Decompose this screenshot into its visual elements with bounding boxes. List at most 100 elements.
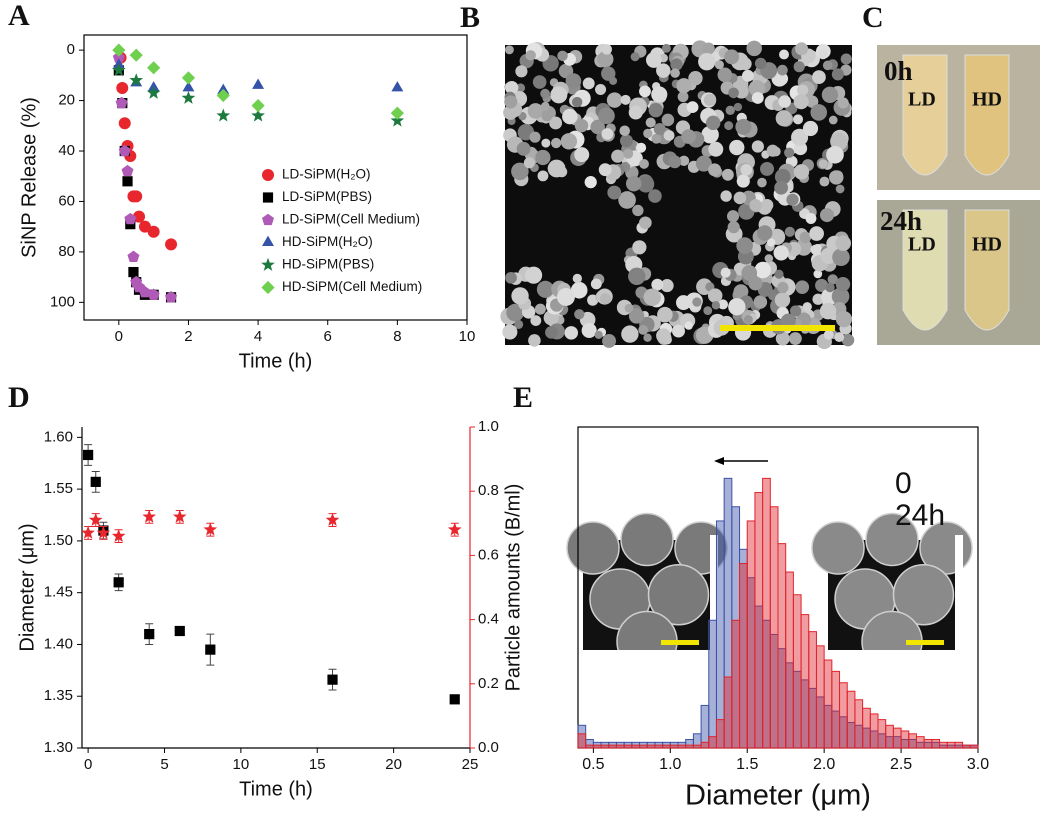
data-point xyxy=(181,90,196,104)
histogram-bar xyxy=(762,477,771,749)
particle xyxy=(835,277,851,292)
photo-label: LD xyxy=(908,234,936,256)
particle xyxy=(810,104,828,121)
legend-label: 24h xyxy=(895,499,945,532)
particle xyxy=(832,248,850,267)
histogram-bar xyxy=(669,744,679,749)
histogram-bar xyxy=(885,724,894,749)
particle xyxy=(724,49,740,65)
inset-mask xyxy=(578,650,718,690)
particle xyxy=(793,164,810,180)
y2-axis-title: Particle amounts (B/ml) xyxy=(502,484,524,692)
particle xyxy=(821,86,839,103)
microsphere xyxy=(647,564,710,626)
microsphere xyxy=(620,512,674,567)
particle xyxy=(643,128,653,139)
particle xyxy=(581,322,597,339)
particle xyxy=(514,319,524,330)
particle xyxy=(572,273,582,284)
data-point xyxy=(174,625,185,637)
particle xyxy=(720,190,732,202)
x-tick-label: 2 xyxy=(184,328,192,345)
histogram-bar xyxy=(754,492,764,749)
particle xyxy=(570,281,588,299)
particle xyxy=(623,148,634,159)
data-point xyxy=(251,108,265,122)
particle xyxy=(817,48,829,60)
particle xyxy=(718,299,729,310)
data-point xyxy=(447,522,462,536)
x-tick-label: 25 xyxy=(462,756,479,773)
particle xyxy=(598,163,612,177)
particle xyxy=(702,42,715,55)
particle xyxy=(684,321,693,330)
particle xyxy=(525,50,536,61)
particle xyxy=(590,278,602,290)
particle xyxy=(597,51,614,68)
particle xyxy=(837,97,849,109)
particle xyxy=(574,147,590,163)
particle xyxy=(628,105,643,120)
particle xyxy=(720,267,731,278)
particle xyxy=(805,95,819,108)
histogram-bar xyxy=(877,719,887,749)
particle xyxy=(741,265,758,281)
particle xyxy=(657,306,673,323)
x-tick-label: 8 xyxy=(393,328,401,345)
data-point xyxy=(127,250,140,263)
particle xyxy=(741,69,754,82)
histogram-bar xyxy=(577,733,587,749)
data-point xyxy=(165,238,178,251)
legend-marker xyxy=(262,192,274,203)
y-tick-label: 0 xyxy=(67,41,75,58)
particle xyxy=(743,314,753,324)
particle xyxy=(791,128,809,146)
particle xyxy=(726,210,740,223)
particle xyxy=(639,85,651,98)
data-point xyxy=(124,212,137,225)
particle xyxy=(784,226,795,237)
particle xyxy=(619,134,633,148)
data-point xyxy=(147,61,161,75)
particle xyxy=(638,324,649,335)
histogram-bar xyxy=(746,520,756,749)
histogram-bar xyxy=(769,506,779,749)
particle xyxy=(648,189,662,203)
particle xyxy=(701,125,719,144)
particle xyxy=(656,63,671,78)
particle xyxy=(661,43,671,53)
tube xyxy=(964,54,1010,176)
photo-time: 24h xyxy=(880,206,922,236)
inset-mask xyxy=(955,535,963,655)
particle xyxy=(618,191,636,209)
particle xyxy=(506,303,524,322)
histogram-bar xyxy=(854,699,864,749)
particle xyxy=(601,128,614,140)
particle xyxy=(587,294,599,306)
histogram-bar xyxy=(900,730,910,749)
particle xyxy=(707,288,723,303)
data-point xyxy=(111,528,126,542)
particle xyxy=(505,271,517,284)
particle xyxy=(703,306,713,315)
particle xyxy=(545,326,558,339)
particle xyxy=(799,231,812,244)
particle xyxy=(829,170,844,185)
data-point xyxy=(128,266,139,278)
particle xyxy=(651,133,662,144)
particle xyxy=(774,292,791,308)
particle xyxy=(805,213,817,224)
particle xyxy=(813,269,823,279)
particle xyxy=(643,288,661,306)
particle xyxy=(809,226,824,241)
y2-tick-label: 0.6 xyxy=(478,546,499,563)
particle xyxy=(788,332,802,345)
particle xyxy=(557,50,568,62)
particle xyxy=(584,176,597,189)
data-point xyxy=(216,108,231,122)
particle xyxy=(706,115,721,131)
data-point xyxy=(121,164,134,177)
data-point xyxy=(182,81,195,92)
particle xyxy=(728,87,739,99)
x-axis-title: Diameter (μm) xyxy=(685,780,871,812)
